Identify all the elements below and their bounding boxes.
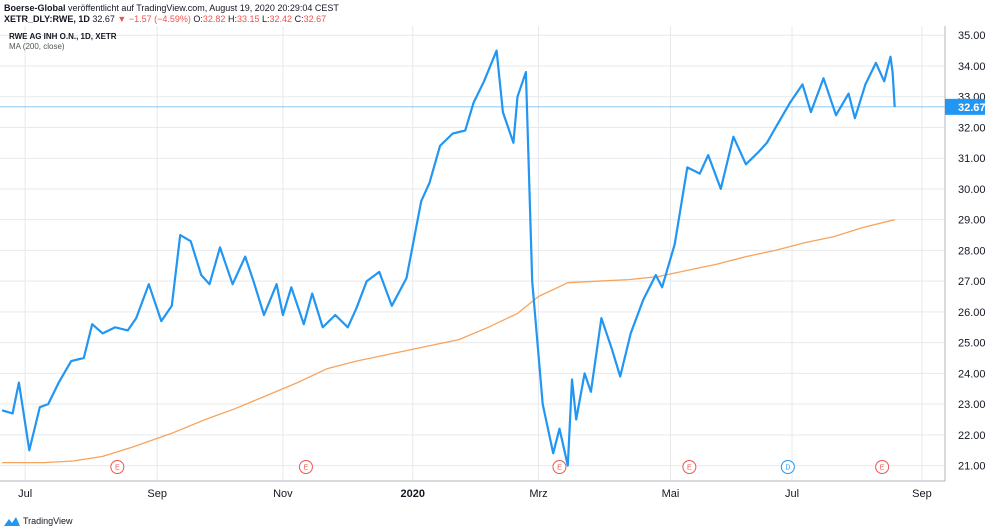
ma-series-line [2,219,895,464]
last-price-badge [945,98,985,115]
grid-layer [0,26,945,481]
y-tick-label: 32.00 [958,122,986,134]
close-value: 32.67 [303,14,327,24]
y-tick-label: 30.00 [958,184,986,196]
x-tick-label: Mai [662,488,680,500]
footer-brand[interactable]: TradingView [4,516,73,526]
y-tick-label: 35.00 [958,30,986,42]
event-marker-label: E [557,465,562,472]
earnings-event-marker [110,460,125,474]
y-tick-label: 21.00 [958,461,986,473]
chart-legend: RWE AG INH O.N., 1D, XETR MA (200, close… [9,32,117,52]
y-tick-label: 34.00 [958,61,986,73]
event-marker-label: E [880,465,885,472]
y-tick-label: 25.00 [958,338,986,350]
y-tick-label: 27.00 [958,276,986,288]
x-tick-label: Jul [785,488,799,500]
y-tick-label: 28.00 [958,245,986,257]
publication-header: Boerse-Global veröffentlicht auf Trading… [4,2,339,15]
legend-symbol: RWE AG INH O.N., 1D, XETR [9,32,117,41]
open-label: O: [193,14,203,24]
dividend-event-marker [780,460,795,474]
low-value: 32.42 [269,14,293,24]
event-marker-label: D [785,465,790,472]
y-tick-label: 29.00 [958,215,986,227]
price-layer [0,49,945,467]
earnings-event-marker [552,460,567,474]
x-tick-label: Sep [912,488,932,500]
ticker-line: XETR_DLY:RWE, 1D 32.67 ▼ −1.57 (−4.59%) … [4,13,326,25]
x-tick-label: Nov [273,488,293,500]
earnings-event-marker [298,460,313,474]
axis-layer: 21.00 22.00 23.00 24.00 25.00 26.00 27.00 28.00… [0,26,986,500]
y-tick-label: 22.00 [958,430,986,442]
last-price-label: 32.67 [958,102,986,114]
y-tick-label: 23.00 [958,399,986,411]
y-tick-label: 24.00 [958,368,986,380]
x-tick-label: Sep [147,488,167,500]
high-value: 33.15 [236,14,260,24]
price-series-line [1,49,896,467]
y-tick-label: 31.00 [958,153,986,165]
x-tick-label: 2020 [401,488,425,500]
ticker-symbol: XETR_DLY:RWE, 1D [4,14,90,24]
earnings-event-marker [682,460,697,474]
x-tick-label: Mrz [529,488,547,500]
price-change: ▼ −1.57 (−4.59%) [117,14,191,24]
open-value: 32.82 [202,14,226,24]
close-label: C: [294,14,304,24]
low-label: L: [262,14,270,24]
brand-label: TradingView [23,516,73,526]
publisher-name: Boerse-Global [4,3,66,13]
published-text: veröffentlicht auf TradingView.com, Augu… [65,3,339,13]
tradingview-logo-icon [4,516,20,526]
event-marker-label: E [304,465,309,472]
price-chart[interactable]: E E E E D E 21.00 22.00 23.00 24.00 25.00 26.00 27.… [0,26,1000,504]
event-marker-label: E [687,465,692,472]
y-tick-label: 26.00 [958,307,986,319]
earnings-event-marker [875,460,890,474]
last-price: 32.67 [92,14,115,24]
x-tick-label: Jul [18,488,32,500]
high-label: H: [227,14,237,24]
event-marker-label: E [115,465,120,472]
legend-ma: MA (200, close) [9,42,65,51]
ma-layer [2,219,895,464]
